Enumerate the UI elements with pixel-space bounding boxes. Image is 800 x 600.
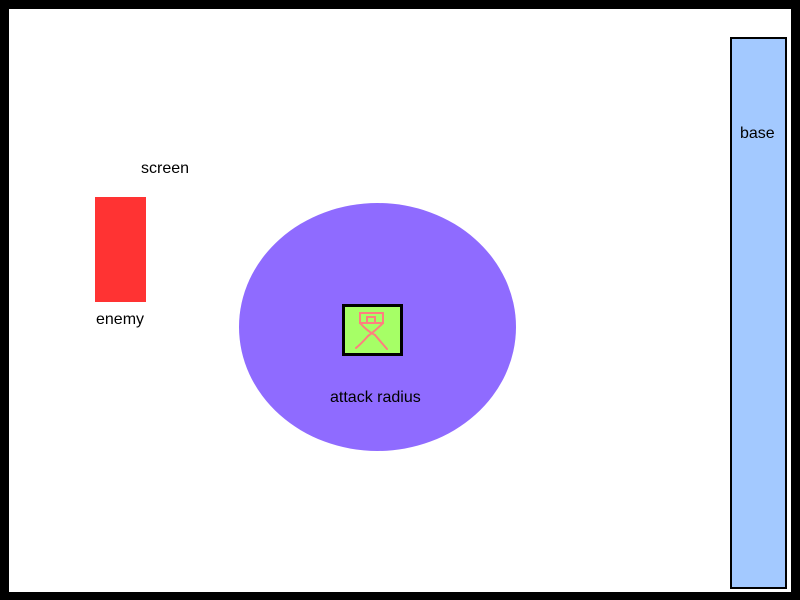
tower[interactable] <box>342 304 403 356</box>
enemy[interactable] <box>95 197 146 302</box>
base[interactable] <box>730 37 787 589</box>
screen-label: screen <box>141 161 189 177</box>
enemy-label: enemy <box>96 312 144 328</box>
tower-character-icon <box>345 307 400 353</box>
attack-radius-label: attack radius <box>330 390 421 406</box>
base-label: base <box>740 126 775 142</box>
